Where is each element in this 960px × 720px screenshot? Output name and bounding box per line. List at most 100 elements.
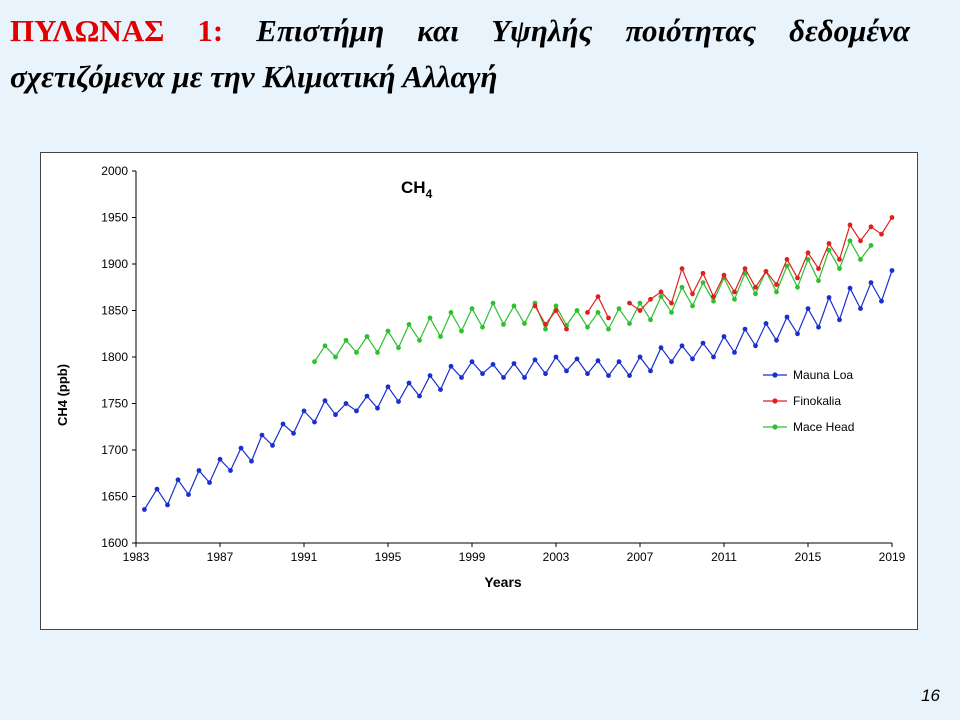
data-point <box>490 300 496 306</box>
data-point <box>186 492 191 497</box>
data-point <box>522 321 527 326</box>
data-point <box>690 356 695 362</box>
data-point <box>522 375 527 380</box>
data-point <box>175 477 181 483</box>
data-point <box>669 310 674 315</box>
data-point <box>889 268 895 273</box>
data-point <box>228 468 233 473</box>
data-point <box>469 306 475 311</box>
data-point <box>396 345 401 351</box>
data-point <box>732 296 737 302</box>
data-point <box>648 317 653 323</box>
data-point <box>606 315 611 321</box>
data-point <box>385 384 391 390</box>
data-point <box>868 280 874 285</box>
data-point <box>564 326 569 332</box>
data-point <box>732 289 737 295</box>
data-point <box>753 291 758 297</box>
slide-title: ΠΥΛΩΝΑΣ 1: Επιστήμη και Υψηλής ποιότητας… <box>10 8 910 100</box>
data-point <box>343 337 349 343</box>
data-point <box>826 247 832 253</box>
x-tick-label: 2007 <box>627 550 654 564</box>
data-point <box>196 468 202 473</box>
data-point <box>858 238 863 244</box>
data-point <box>301 408 307 414</box>
data-point <box>438 334 443 339</box>
data-point <box>385 328 391 334</box>
data-point <box>312 419 317 425</box>
data-point <box>354 408 359 414</box>
data-point <box>606 326 611 332</box>
series-line <box>534 305 568 330</box>
data-point <box>637 308 643 313</box>
data-point <box>826 241 832 246</box>
data-point <box>406 322 412 327</box>
series-layer <box>142 215 895 512</box>
data-point <box>543 326 548 332</box>
data-point <box>690 303 695 309</box>
y-tick-label: 1600 <box>101 536 128 550</box>
x-tick-label: 2019 <box>879 550 906 564</box>
chart-title-subscript: 4 <box>426 187 433 201</box>
data-point <box>763 269 769 274</box>
data-point <box>826 295 832 300</box>
data-point <box>585 310 590 315</box>
data-point <box>364 334 370 339</box>
x-tick-label: 1999 <box>459 550 486 564</box>
data-point <box>889 215 895 220</box>
data-point <box>406 380 412 386</box>
data-point <box>543 322 548 327</box>
title-text: Επιστήμη και Υψηλής ποιότητας δεδομένα σ… <box>10 13 911 94</box>
data-point <box>837 317 842 323</box>
data-point <box>469 359 475 365</box>
legend-label: Mace Head <box>793 420 854 434</box>
data-point <box>417 393 422 399</box>
data-point <box>574 356 580 362</box>
data-point <box>627 300 632 306</box>
data-point <box>364 393 370 399</box>
x-axis-label: Years <box>484 574 522 590</box>
data-point <box>354 350 359 355</box>
data-point <box>375 405 380 411</box>
legend-label: Mauna Loa <box>793 368 853 382</box>
data-point <box>711 298 716 304</box>
data-point <box>459 328 464 334</box>
data-point <box>805 250 811 256</box>
data-point <box>312 359 317 365</box>
data-point <box>753 284 758 290</box>
data-point <box>606 373 611 378</box>
data-point <box>637 300 643 306</box>
data-point <box>858 257 863 262</box>
y-tick-label: 1750 <box>101 397 128 411</box>
y-tick-label: 1700 <box>101 443 128 457</box>
y-tick-label: 1900 <box>101 257 128 271</box>
data-point <box>511 361 517 366</box>
data-point <box>847 238 853 244</box>
data-point <box>690 291 695 297</box>
x-tick-label: 2015 <box>795 550 822 564</box>
series-mace-head <box>312 238 874 365</box>
data-point <box>732 350 737 355</box>
data-point <box>795 331 800 337</box>
data-point <box>553 303 559 309</box>
series-mauna-loa <box>142 268 895 512</box>
data-point <box>616 306 622 311</box>
data-point <box>564 368 569 374</box>
data-point <box>511 303 517 309</box>
data-point <box>438 387 443 392</box>
data-point <box>847 285 853 291</box>
data-point <box>784 314 790 320</box>
legend-marker <box>772 424 778 430</box>
data-point <box>238 445 244 451</box>
data-point <box>142 507 147 512</box>
y-tick-label: 2000 <box>101 164 128 178</box>
data-point <box>448 363 454 369</box>
data-point <box>700 280 706 285</box>
data-point <box>658 294 664 299</box>
data-point <box>858 306 863 311</box>
data-point <box>847 222 853 228</box>
data-point <box>375 350 380 355</box>
x-tick-label: 1983 <box>123 550 150 564</box>
data-point <box>595 358 601 364</box>
x-tick-label: 1995 <box>375 550 402 564</box>
